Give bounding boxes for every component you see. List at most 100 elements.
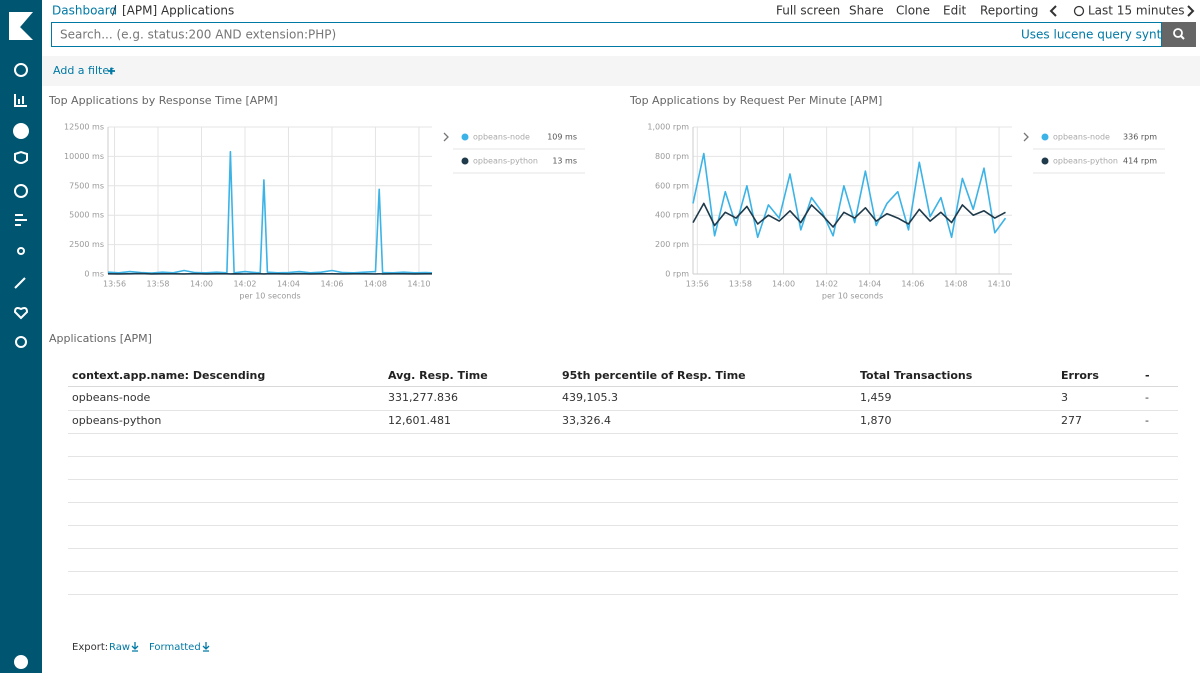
y-tick-label: 800 rpm [655,152,689,161]
series-line [692,152,1007,239]
table-cell: 277 [1061,414,1082,427]
table-cell: 1,870 [860,414,892,427]
menu-item[interactable]: Reporting [980,4,1038,18]
legend-label[interactable]: opbeans-node [1053,133,1110,142]
x-tick-label: 14:00 [772,280,795,289]
syntax-link[interactable]: Uses lucene query syntax [1021,28,1176,42]
table-cell: 33,326.4 [562,414,611,427]
x-tick-label: 14:04 [858,280,881,289]
legend-label[interactable]: opbeans-python [473,157,538,166]
legend-marker [461,157,469,165]
x-tick-label: 14:06 [901,280,924,289]
panel-title: Applications [APM] [49,332,152,345]
sidebar-icons [9,12,33,669]
nav-timelion[interactable] [14,150,28,164]
y-tick-label: 0 ms [84,270,104,279]
y-tick-label: 200 rpm [655,240,689,249]
column-header[interactable]: context.app.name: Descending [72,369,265,382]
legend-label[interactable]: opbeans-node [473,133,530,142]
nav-discover[interactable] [14,63,28,77]
export-formatted[interactable]: Formatted [149,642,201,653]
table-cell: opbeans-node [72,391,151,404]
column-header[interactable]: Total Transactions [860,369,973,382]
x-axis-label: per 10 seconds [822,292,883,301]
add-filter[interactable]: Add a filter [53,64,114,77]
column-header[interactable]: 95th percentile of Resp. Time [562,369,746,382]
export-raw[interactable]: Raw [109,642,130,653]
menu-item[interactable]: Share [849,4,884,18]
chart-title: Top Applications by Response Time [APM] [48,94,278,107]
legend-marker [461,133,469,141]
y-tick-label: 2500 ms [69,240,104,249]
logo[interactable] [9,12,33,40]
breadcrumb-separator: / [112,4,117,18]
menu-item[interactable]: Full screen [776,4,840,18]
legend-marker [1041,157,1049,165]
filter-bar [42,56,1200,86]
add-filter-icon [108,67,115,75]
menu-item[interactable]: Clone [896,4,930,18]
table-cell: 3 [1061,391,1068,404]
x-tick-label: 13:58 [146,280,169,289]
table-cell: 12,601.481 [388,414,451,427]
table-cell: 1,459 [860,391,892,404]
y-tick-label: 10000 ms [64,152,104,161]
column-header[interactable]: Avg. Resp. Time [388,369,488,382]
download-icon [131,642,139,652]
y-tick-label: 5000 ms [69,211,104,220]
legend-marker [1041,133,1049,141]
download-icon [202,642,210,652]
legend-toggle[interactable] [1023,132,1029,142]
x-tick-label: 14:06 [320,280,343,289]
table-cell: - [1145,391,1149,404]
x-tick-label: 14:04 [277,280,300,289]
table-cell: opbeans-python [72,414,161,427]
y-tick-label: 7500 ms [69,181,104,190]
x-tick-label: 14:08 [364,280,387,289]
column-header[interactable]: - [1145,369,1150,382]
export-label: Export: [72,642,108,653]
time-prev[interactable] [1049,5,1057,17]
search-placeholder: Search... (e.g. status:200 AND extension… [60,28,336,42]
clock-icon [1073,5,1085,17]
search-icon-handle [1180,35,1185,40]
x-tick-label: 13:58 [729,280,752,289]
breadcrumb-current: [APM] Applications [122,4,234,18]
table-cell: 439,105.3 [562,391,618,404]
x-tick-label: 14:02 [815,280,838,289]
x-tick-label: 14:08 [944,280,967,289]
nav-apm[interactable] [14,184,28,198]
x-tick-label: 14:00 [190,280,213,289]
nav-management[interactable] [15,336,27,348]
time-range[interactable]: Last 15 minutes [1088,4,1184,18]
table-cell: 331,277.836 [388,391,458,404]
legend-toggle[interactable] [443,132,449,142]
breadcrumb-link[interactable]: Dashboard [52,4,117,18]
y-tick-label: 600 rpm [655,181,689,190]
nav-ml[interactable] [17,247,25,255]
search-button[interactable] [1162,22,1196,47]
column-header[interactable]: Errors [1061,369,1099,382]
search-input[interactable] [51,22,1162,47]
legend-value: 13 ms [552,157,577,166]
legend-value: 109 ms [547,133,577,142]
nav-monitoring[interactable] [13,307,29,320]
x-tick-label: 14:10 [407,280,430,289]
nav-visualize[interactable] [14,94,27,107]
nav-collapse[interactable] [14,655,28,669]
nav-logs[interactable] [15,214,27,226]
table-cell: - [1145,414,1149,427]
menu-item[interactable]: Edit [943,4,967,18]
x-tick-label: 13:56 [686,280,709,289]
series-line [692,202,1006,228]
x-tick-label: 14:10 [988,280,1011,289]
legend-label[interactable]: opbeans-python [1053,157,1118,166]
search-icon [1173,28,1183,38]
x-tick-label: 14:02 [233,280,256,289]
time-next[interactable] [1187,5,1195,17]
nav-devtools[interactable] [14,277,26,289]
x-tick-label: 13:56 [103,280,126,289]
nav-dashboard[interactable] [13,123,29,139]
